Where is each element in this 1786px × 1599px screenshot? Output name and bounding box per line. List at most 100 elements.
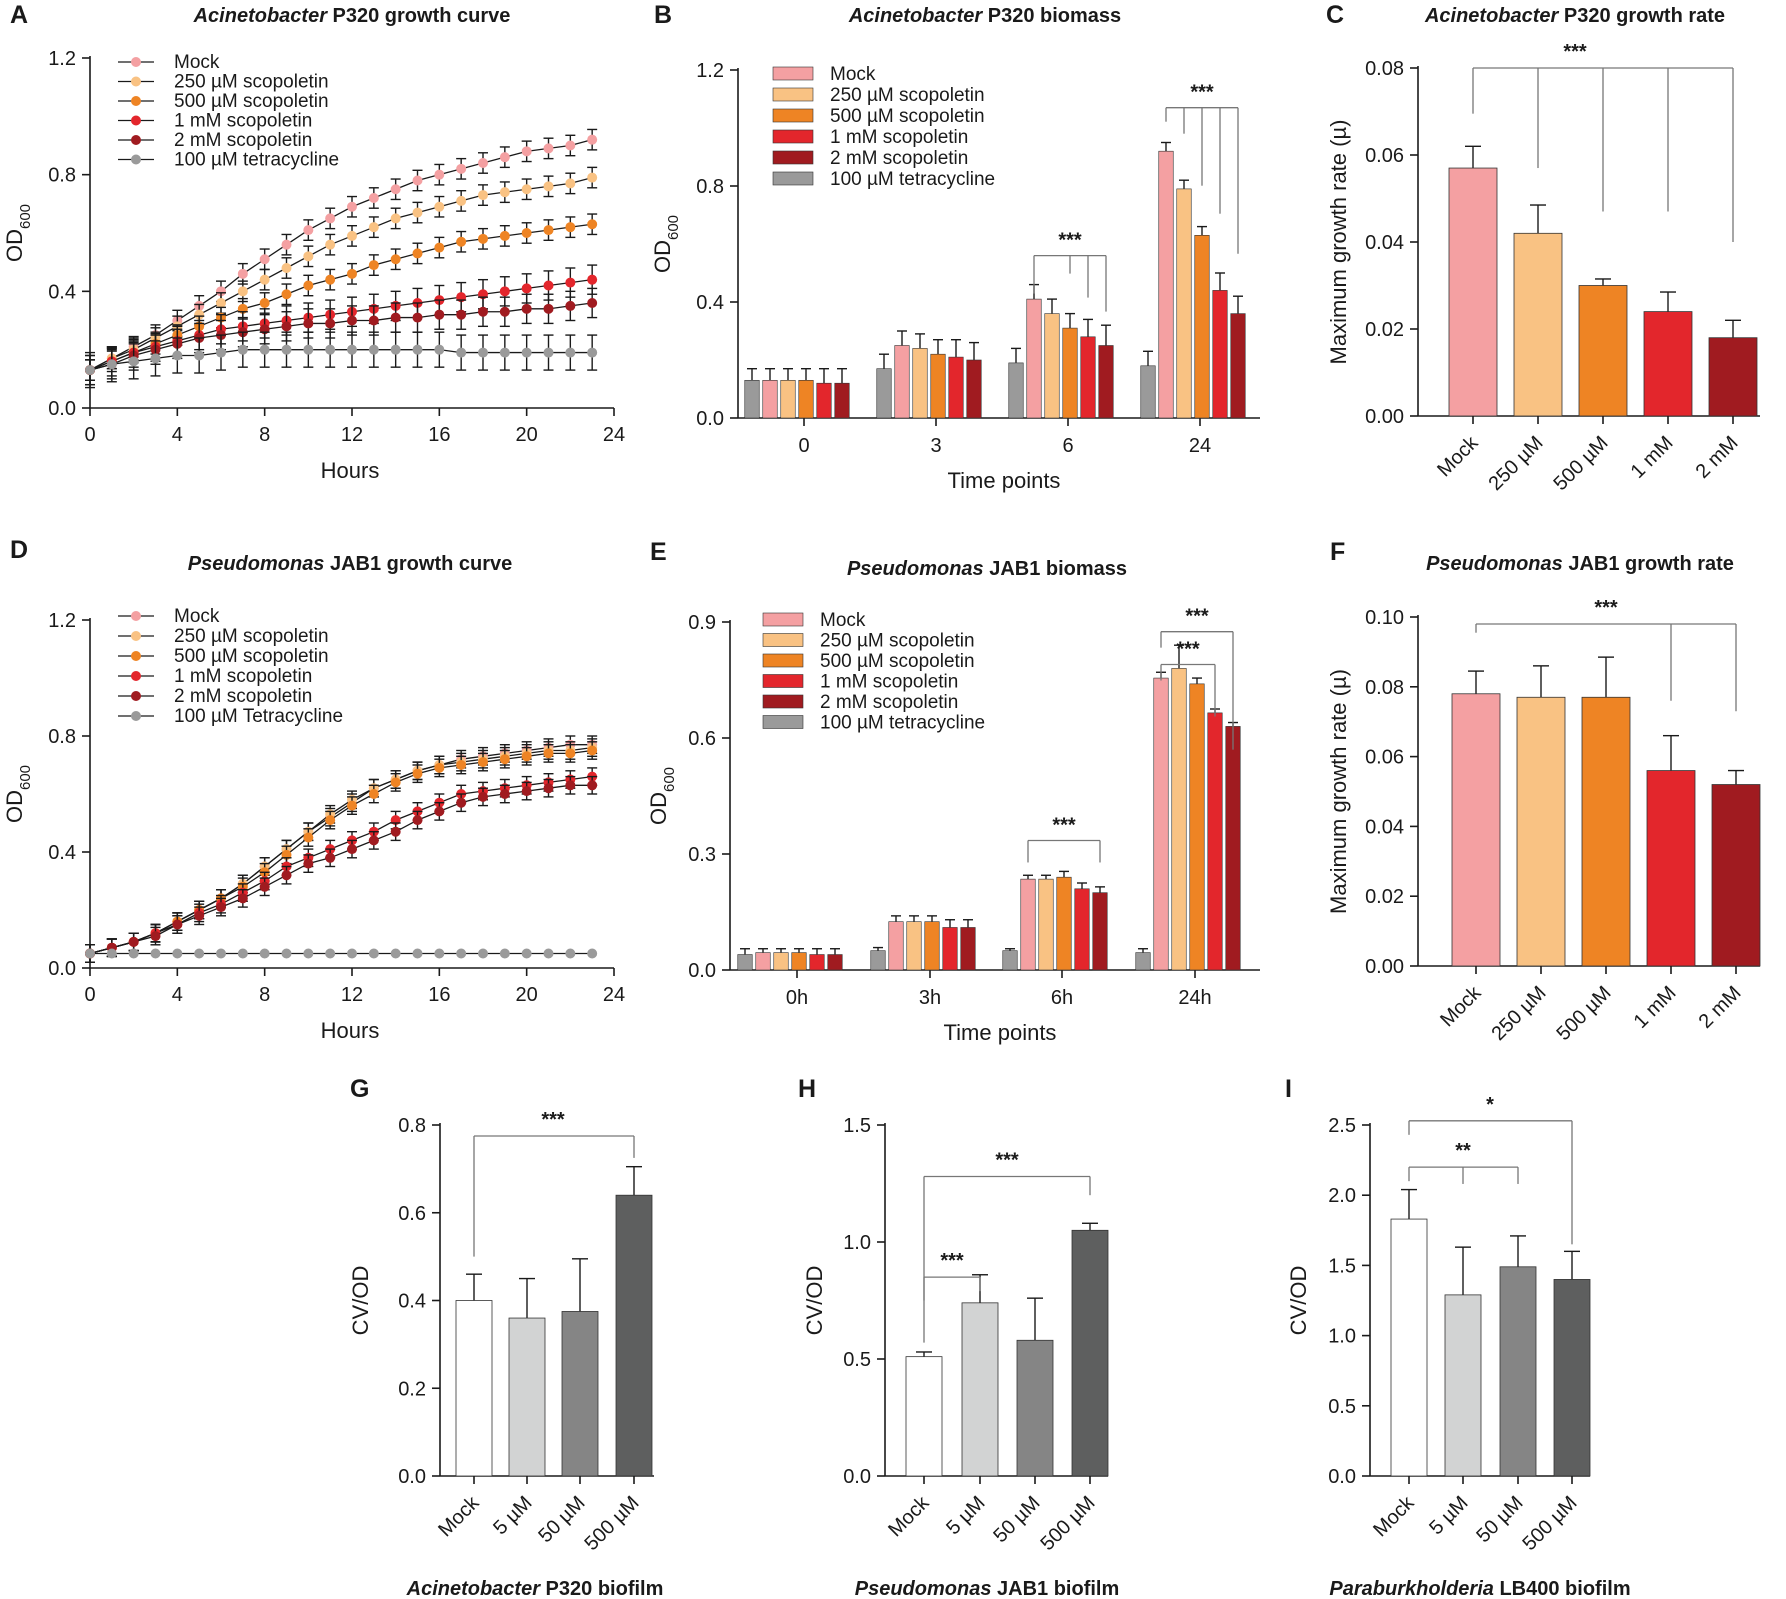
panel-i-bar-5-um <box>1444 1294 1482 1477</box>
panel-letter-e: E <box>650 538 667 566</box>
panel-a-data-point <box>259 298 270 308</box>
panel-b: B Acinetobacter P320 biomass <box>654 1 1121 29</box>
panel-a-data-point <box>281 344 292 355</box>
panel-a-x-label: Hours <box>321 458 380 483</box>
panel-g-y-tick-label: 0.8 <box>398 1115 426 1137</box>
panel-b-x-tick-label: 3 <box>930 435 941 457</box>
panel-a-data-point <box>325 274 336 285</box>
panel-e: E Pseudomonas JAB1 biomass <box>650 538 1127 580</box>
panel-i-x-tick-label: 500 µM <box>1519 1492 1582 1555</box>
panel-a-title: Acinetobacter P320 growth curve <box>193 5 511 27</box>
panel-a-data-point <box>347 315 357 326</box>
panel-h-x-tick-label: Mock <box>884 1491 934 1541</box>
panel-a-legend-label: 100 µM tetracycline <box>174 150 339 171</box>
panel-a: A Acinetobacter P320 growth curve <box>10 1 510 29</box>
panel-a-data-point <box>456 347 467 358</box>
panel-c-x-tick-label: Mock <box>1433 431 1483 481</box>
panel-g-bar-500-um <box>615 1194 653 1477</box>
panel-e-x-tick-label: 6h <box>1051 987 1073 1009</box>
panel-h-bar-50-um <box>1016 1339 1054 1477</box>
panel-a-legend-marker <box>131 154 141 165</box>
panel-d-series-500-um-scopoletin <box>85 741 598 963</box>
panel-e-bar-100-um-tetracycline <box>1135 952 1151 971</box>
panel-g-y-tick-label: 0.0 <box>398 1466 426 1488</box>
panel-a-data-point <box>587 347 598 358</box>
panel-h-y-tick-label: 0.5 <box>843 1349 871 1371</box>
panel-letter-b: B <box>654 1 672 29</box>
panel-c-y-label: Maximum growth rate (µ) <box>1326 120 1351 365</box>
panel-d-legend-label: 1 mM scopoletin <box>174 666 312 687</box>
panel-a-data-point <box>368 315 379 326</box>
panel-b-bar-100-um-tetracycline <box>1008 362 1024 419</box>
panel-a-data-point <box>587 274 598 285</box>
panel-h-title: Pseudomonas JAB1 biofilm <box>855 1578 1120 1599</box>
panel-d-data-point <box>194 910 205 921</box>
panel-a-data-point <box>521 146 532 157</box>
panel-d-data-point <box>216 948 226 959</box>
panel-e-bar-2-mm-scopoletin <box>1092 892 1108 971</box>
panel-g-bar-5-um <box>508 1317 546 1477</box>
panel-c-x-tick-label: 1 mM <box>1627 432 1678 483</box>
panel-b-legend-label: 250 µM scopoletin <box>830 85 985 106</box>
panel-d-plot: 0.0 0.4 0.8 1.2 0 4 8 12 16 20 24 Hours OD600 Mock250… <box>2 606 625 1043</box>
panel-d-data-point <box>412 948 423 959</box>
panel-f: F Pseudomonas JAB1 growth rate <box>1330 538 1734 575</box>
panel-b-x-tick-label: 0 <box>798 435 809 457</box>
panel-a-data-point <box>259 274 270 285</box>
panel-e-x-label: Time points <box>944 1020 1057 1045</box>
panel-e-legend-label: 100 µM tetracycline <box>820 713 985 734</box>
panel-d-series-line <box>89 749 593 955</box>
panel-a-series-line <box>89 223 593 371</box>
panel-d-y-tick-label: 0.4 <box>48 842 76 864</box>
panel-d-data-point <box>521 948 532 959</box>
panel-e-legend-label: 2 mM scopoletin <box>820 692 958 713</box>
panel-f-title: Pseudomonas JAB1 growth rate <box>1426 553 1734 575</box>
panel-d-data-point <box>587 745 598 756</box>
panel-a-data-point <box>456 309 467 320</box>
panel-a-series-line <box>89 349 593 371</box>
panel-d-data-point <box>368 789 379 799</box>
panel-a-data-point <box>368 344 379 355</box>
panel-a-data-point <box>347 201 357 212</box>
panel-a-data-point <box>368 222 379 233</box>
panel-d-data-point <box>390 777 401 788</box>
panel-a-legend-label: 500 µM scopoletin <box>174 91 329 112</box>
panel-d-data-point <box>412 815 423 826</box>
panel-e-bar-1-mm-scopoletin <box>809 954 825 971</box>
panel-a-data-point <box>499 306 510 317</box>
panel-d-data-point <box>172 948 183 959</box>
panel-d-data-point <box>303 948 314 959</box>
panel-a-data-point <box>303 251 314 262</box>
panel-d-data-point <box>543 948 554 959</box>
panel-i: I Paraburkholderia LB400 biofilm <box>1285 1075 1631 1599</box>
panel-e-bar-500-um-scopoletin <box>924 921 940 971</box>
panel-h-bar-500-um <box>1071 1229 1109 1477</box>
panel-d-data-point <box>456 948 467 959</box>
panel-d-data-point <box>281 948 292 959</box>
panel-g-y-label: CV/OD <box>348 1266 373 1336</box>
panel-letter-i: I <box>1285 1075 1292 1103</box>
panel-d-data-point <box>412 768 423 779</box>
panel-d-data-point <box>259 881 270 892</box>
panel-c-y-tick-label: 0.08 <box>1365 58 1404 80</box>
panel-e-bar-mock <box>1020 878 1036 971</box>
panel-c-plot: 0.00 0.02 0.04 0.06 0.08 Maximum growth rate … <box>1326 41 1760 495</box>
panel-f-x-tick-label: 500 µM <box>1553 982 1616 1045</box>
panel-d-data-point <box>128 948 139 959</box>
panel-a-x-tick-label: 0 <box>84 424 95 446</box>
panel-f-x-tick-label: 1 mM <box>1630 982 1681 1033</box>
panel-b-bar-250-um-scopoletin <box>780 379 796 419</box>
panel-d-data-point <box>543 748 554 759</box>
panel-c-bar-mock <box>1448 167 1498 417</box>
panel-a-data-point <box>543 143 554 154</box>
panel-a-data-point <box>390 213 401 224</box>
panel-d-x-tick-label: 12 <box>341 984 363 1006</box>
panel-a-data-point <box>543 225 554 236</box>
panel-i-x-tick-label: 5 µM <box>1425 1492 1472 1539</box>
panel-e-bar-250-um-scopoletin <box>1038 878 1054 971</box>
panel-e-bar-mock <box>888 921 904 971</box>
panel-b-bar-500-um-scopoletin <box>798 379 814 419</box>
panel-a-data-point <box>565 140 576 151</box>
panel-c-y-tick-label: 0.00 <box>1365 406 1404 428</box>
